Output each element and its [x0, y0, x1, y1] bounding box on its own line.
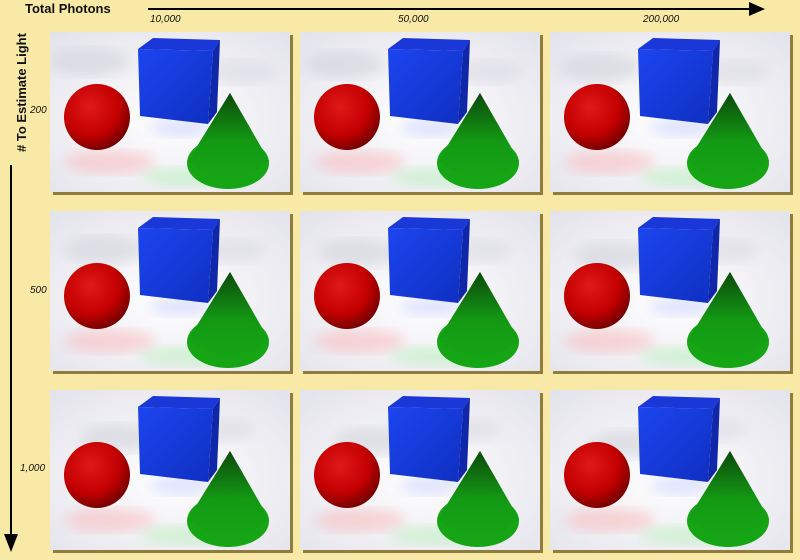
cube [388, 396, 470, 482]
cone [187, 451, 269, 547]
y-tick-3: 1,000 [20, 463, 46, 474]
cube [138, 38, 220, 124]
sphere [314, 263, 380, 329]
render-cell-r2-c3 [550, 211, 790, 371]
y-tick-1: 200 [30, 105, 47, 116]
render-cell-r3-c3 [550, 390, 790, 550]
cube [138, 217, 220, 303]
render-cell-r2-c2 [300, 211, 540, 371]
render-cell-r3-c1 [50, 390, 290, 550]
x-tick-2: 50,000 [398, 14, 429, 25]
cube [638, 396, 720, 482]
y-tick-2: 500 [30, 285, 47, 296]
cone [187, 93, 269, 189]
render-cell-r1-c1 [50, 32, 290, 192]
cube [638, 38, 720, 124]
cone [687, 451, 769, 547]
x-tick-1: 10,000 [150, 14, 181, 25]
cone [437, 93, 519, 189]
cube [388, 217, 470, 303]
cone [437, 451, 519, 547]
y-axis-arrowhead [4, 534, 18, 552]
cone [687, 272, 769, 368]
sphere [314, 84, 380, 150]
sphere [314, 442, 380, 508]
cube [638, 217, 720, 303]
render-cell-r3-c2 [300, 390, 540, 550]
sphere [64, 84, 130, 150]
x-axis-arrowhead [749, 2, 765, 16]
sphere [64, 263, 130, 329]
sphere [564, 84, 630, 150]
y-axis-title-wrap: # To Estimate Light [2, 0, 29, 155]
cone [687, 93, 769, 189]
cone [187, 272, 269, 368]
cone [437, 272, 519, 368]
y-axis-title: # To Estimate Light [14, 33, 29, 152]
render-cell-r1-c2 [300, 32, 540, 192]
sphere [64, 442, 130, 508]
sphere [564, 442, 630, 508]
x-axis-title: Total Photons [25, 1, 111, 16]
render-cell-r2-c1 [50, 211, 290, 371]
render-cell-r1-c3 [550, 32, 790, 192]
x-tick-3: 200,000 [643, 14, 680, 25]
cube [388, 38, 470, 124]
cube [138, 396, 220, 482]
sphere [564, 263, 630, 329]
